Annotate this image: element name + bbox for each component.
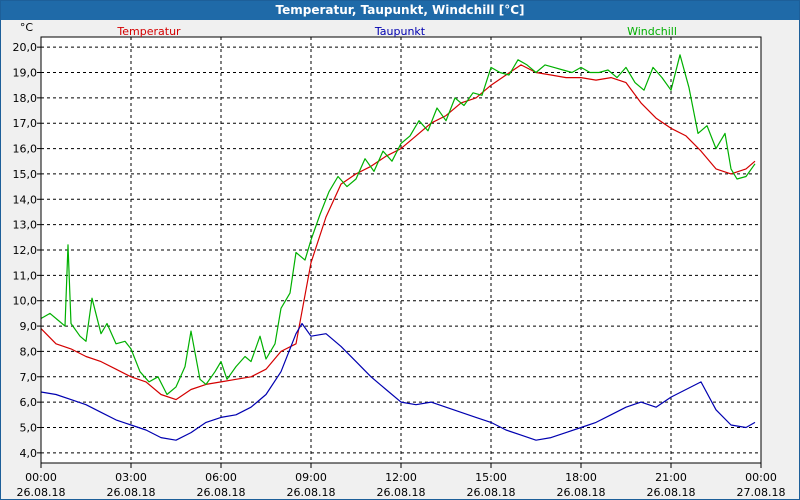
x-tick-date-label: 26.08.18 (197, 486, 246, 499)
x-tick-date-label: 26.08.18 (17, 486, 66, 499)
y-tick-label: 18,0 (13, 92, 38, 105)
x-tick-time-label: 21:00 (655, 471, 687, 484)
y-tick-label: 4,0 (20, 447, 38, 460)
series-lines (40, 54, 756, 441)
series-line-taupunkt (40, 322, 756, 441)
x-tick-date-label: 26.08.18 (107, 486, 156, 499)
chart-title: Temperatur, Taupunkt, Windchill [°C] (1, 1, 799, 20)
y-tick-label: 20,0 (13, 41, 38, 54)
axes: 4,0 5,0 6,0 7,0 8,0 9,0 10,0 11,0 12,0 13,0 14,0 15… (13, 21, 786, 499)
x-tick-date-label: 26.08.18 (557, 486, 606, 499)
x-tick-time-label: 06:00 (205, 471, 237, 484)
x-tick-time-label: 03:00 (115, 471, 147, 484)
y-tick-label: 11,0 (13, 269, 38, 282)
y-tick-label: 10,0 (13, 295, 38, 308)
x-tick-date-label: 26.08.18 (377, 486, 426, 499)
x-tick-date-label: 26.08.18 (647, 486, 696, 499)
y-tick-label: 7,0 (20, 371, 38, 384)
grid-lines (41, 37, 761, 463)
x-tick-date-label: 26.08.18 (287, 486, 336, 499)
legend: Temperatur Taupunkt Windchill (116, 25, 677, 38)
legend-entry-windchill: Windchill (627, 25, 677, 38)
y-tick-label: 19,0 (13, 67, 38, 80)
y-tick-label: 14,0 (13, 193, 38, 206)
legend-entry-temperatur: Temperatur (116, 25, 181, 38)
y-tick-label: 13,0 (13, 219, 38, 232)
x-tick-time-label: 12:00 (385, 471, 417, 484)
x-tick-time-label: 18:00 (565, 471, 597, 484)
x-tick-date-label: 27.08.18 (737, 486, 786, 499)
y-tick-label: 9,0 (20, 320, 38, 333)
y-tick-label: 12,0 (13, 244, 38, 257)
y-tick-label: 5,0 (20, 422, 38, 435)
x-tick-date-label: 26.08.18 (467, 486, 516, 499)
y-tick-label: 17,0 (13, 117, 38, 130)
x-tick-time-label: 00:00 (25, 471, 57, 484)
x-tick-time-label: 15:00 (475, 471, 507, 484)
x-tick-time-label: 09:00 (295, 471, 327, 484)
y-tick-label: 6,0 (20, 396, 38, 409)
y-tick-label: 8,0 (20, 345, 38, 358)
legend-entry-taupunkt: Taupunkt (374, 25, 426, 38)
chart-svg: 4,0 5,0 6,0 7,0 8,0 9,0 10,0 11,0 12,0 13,0 14,0 15… (13, 21, 786, 499)
x-tick-time-label: 00:00 (745, 471, 777, 484)
y-axis-unit-label: °C (20, 21, 34, 34)
series-line-windchill (40, 54, 756, 396)
y-tick-label: 15,0 (13, 168, 38, 181)
series-line-temperatur (40, 64, 756, 401)
y-tick-label: 16,0 (13, 143, 38, 156)
